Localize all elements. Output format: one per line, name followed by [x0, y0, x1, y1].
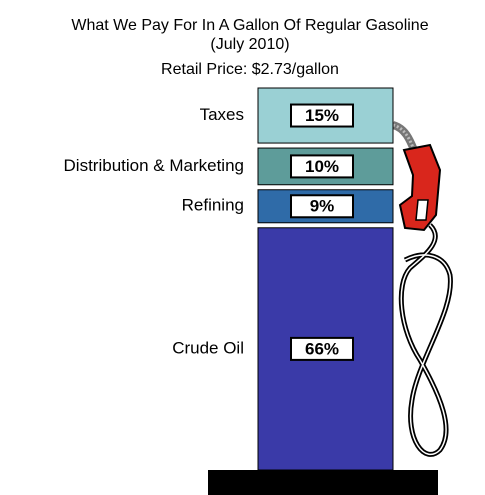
- category-label: Refining: [182, 196, 244, 215]
- value-box: [290, 154, 354, 179]
- category-label: Taxes: [200, 105, 244, 124]
- value-label: 10%: [305, 157, 339, 176]
- value-box: [290, 194, 354, 219]
- value-label: 15%: [305, 106, 339, 125]
- annotation: Retail Price: $2.73/gallon: [161, 61, 339, 78]
- value-label: 9%: [310, 197, 335, 216]
- category-label: Crude Oil: [172, 338, 244, 357]
- value-box: [290, 336, 354, 361]
- chart-subtitle: (July 2010): [210, 36, 289, 53]
- value-box: [290, 103, 354, 128]
- chart-title: What We Pay For In A Gallon Of Regular G…: [71, 17, 428, 34]
- pump-base: [208, 470, 438, 495]
- value-label: 66%: [305, 339, 339, 358]
- pump-nozzle: [391, 121, 453, 457]
- category-label: Distribution & Marketing: [64, 156, 244, 175]
